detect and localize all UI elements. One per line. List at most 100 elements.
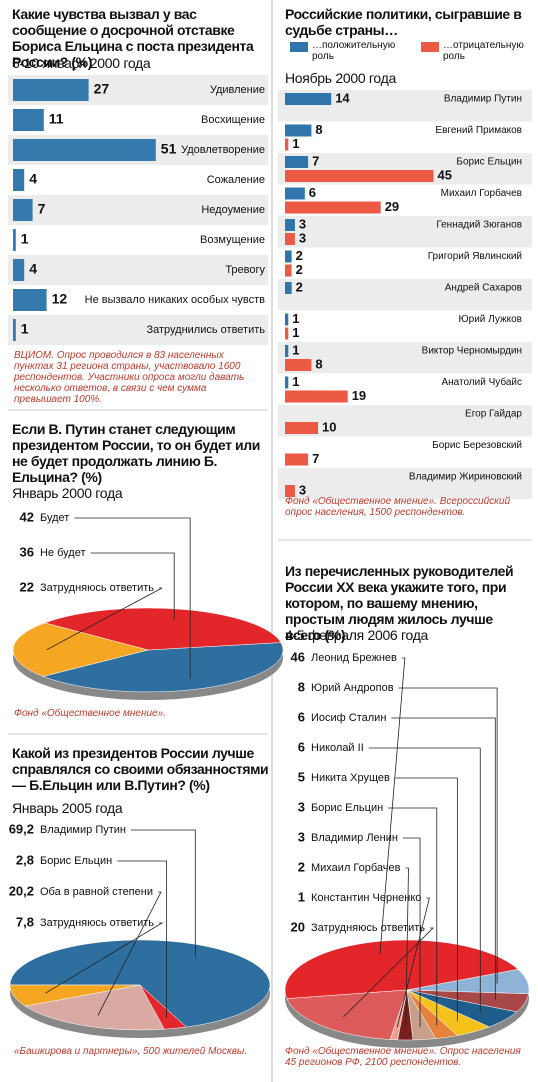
- leader-line: [97, 891, 162, 1016]
- value-label: 10: [322, 419, 336, 434]
- category-label: Борис Ельцин: [456, 157, 522, 168]
- value-label: 1: [21, 321, 29, 337]
- value-label: 29: [385, 199, 399, 214]
- category-label: Владимир Жириновский: [409, 472, 522, 483]
- value-label: 8: [315, 356, 322, 371]
- row-stripe: [278, 468, 532, 500]
- value-label: 46: [291, 649, 305, 664]
- chart-title: Если В. Путин станет следующим президент…: [12, 421, 260, 485]
- category-label: Затрудняюсь ответить: [40, 582, 154, 594]
- value-label: 2: [296, 248, 303, 263]
- value-label: 1: [292, 325, 299, 340]
- value-label: 22: [20, 579, 34, 594]
- pie-slice: [44, 607, 282, 651]
- chart-title: Из перечисленных руководителей России XX…: [285, 563, 514, 643]
- pie-slice: [24, 984, 165, 1031]
- row-stripe: [278, 216, 532, 248]
- pie-slice: [9, 939, 271, 1028]
- value-label: 6: [298, 709, 305, 724]
- category-label: Владимир Путин: [40, 824, 126, 836]
- category-label: Возмущение: [200, 234, 265, 246]
- category-label: Затрудняюсь ответить: [311, 922, 425, 934]
- leader-line: [74, 517, 191, 679]
- leader-line: [388, 807, 438, 1026]
- chart-subtitle: Январь 2005 года: [12, 800, 123, 816]
- category-label: Григорий Явлинский: [428, 251, 522, 262]
- category-label: Затруднились ответить: [146, 324, 265, 336]
- bar: [285, 138, 289, 151]
- category-label: Михаил Горбачев: [311, 862, 401, 874]
- category-label: Анатолий Чубайс: [441, 376, 522, 388]
- value-label: 7: [312, 451, 319, 466]
- chart-note: Фонд «Общественное мнение». Всероссийски…: [285, 496, 511, 518]
- chart-title: Какой из президентов России лучше справл…: [12, 745, 269, 793]
- category-label: Юрий Андропов: [311, 682, 394, 694]
- leader-line: [379, 657, 406, 955]
- value-label: 1: [21, 231, 29, 247]
- value-label: 2: [296, 279, 303, 294]
- bar: [285, 327, 289, 340]
- bar: [13, 229, 16, 251]
- value-label: 7,8: [16, 914, 34, 929]
- chart-note: Фонд «Общественное мнение». Опрос населе…: [285, 1046, 521, 1068]
- value-label: 2,8: [16, 852, 34, 867]
- category-label: Сожаление: [207, 174, 265, 186]
- category-label: Владимир Ленин: [311, 832, 398, 844]
- category-label: Борис Березовский: [432, 440, 522, 451]
- value-label: 1: [292, 136, 299, 151]
- legend-label: …положительную роль: [312, 40, 396, 62]
- value-label: 36: [20, 544, 34, 559]
- value-label: 6: [298, 739, 305, 754]
- row-stripe: [278, 405, 532, 437]
- row-stripe: [8, 315, 268, 345]
- bar: [13, 259, 25, 281]
- bar: [285, 390, 348, 403]
- value-label: 6: [309, 185, 316, 200]
- category-label: Михаил Горбачев: [441, 187, 522, 199]
- bar: [285, 219, 295, 231]
- value-label: 20,2: [9, 883, 34, 898]
- value-label: 3: [299, 482, 306, 497]
- value-label: 2: [298, 859, 305, 874]
- chart-title: Российские политики, сыгравшие в судьбе …: [285, 6, 522, 38]
- bar: [285, 156, 309, 168]
- value-label: 1: [292, 342, 299, 357]
- value-label: 3: [298, 799, 305, 814]
- category-label: Не будет: [40, 547, 86, 559]
- leader-line: [117, 860, 168, 1018]
- chart-subtitle: Январь 2000 года: [12, 485, 123, 501]
- leader-line: [394, 777, 458, 1022]
- leader-line: [368, 747, 481, 1013]
- legend-swatch: [290, 42, 308, 52]
- value-label: 1: [298, 889, 305, 904]
- value-label: 3: [299, 216, 306, 231]
- category-label: Удивление: [210, 84, 265, 96]
- value-label: 1: [292, 374, 299, 389]
- bar: [13, 169, 25, 191]
- bar: [285, 485, 295, 497]
- category-label: Оба в равной степени: [40, 886, 153, 898]
- value-label: 20: [291, 919, 305, 934]
- value-label: 7: [38, 201, 46, 217]
- leader-line: [46, 587, 163, 651]
- leader-line: [391, 717, 496, 1000]
- bar: [285, 170, 434, 182]
- value-label: 12: [52, 291, 68, 307]
- row-stripe: [278, 342, 532, 374]
- bar: [285, 124, 312, 137]
- pie-slice: [12, 622, 149, 677]
- value-label: 42: [20, 509, 34, 524]
- bar: [285, 187, 305, 200]
- bar: [13, 289, 47, 311]
- leader-line: [130, 829, 196, 958]
- category-label: Борис Ельцин: [40, 855, 112, 867]
- bar: [285, 282, 292, 294]
- value-label: 3: [299, 230, 306, 245]
- value-label: 19: [352, 388, 366, 403]
- leader-line: [402, 837, 421, 1028]
- category-label: Евгений Примаков: [435, 125, 522, 136]
- category-label: Удовлетворение: [181, 144, 265, 156]
- value-label: 4: [29, 261, 37, 277]
- bar: [13, 109, 44, 131]
- category-label: Юрий Лужков: [459, 314, 522, 325]
